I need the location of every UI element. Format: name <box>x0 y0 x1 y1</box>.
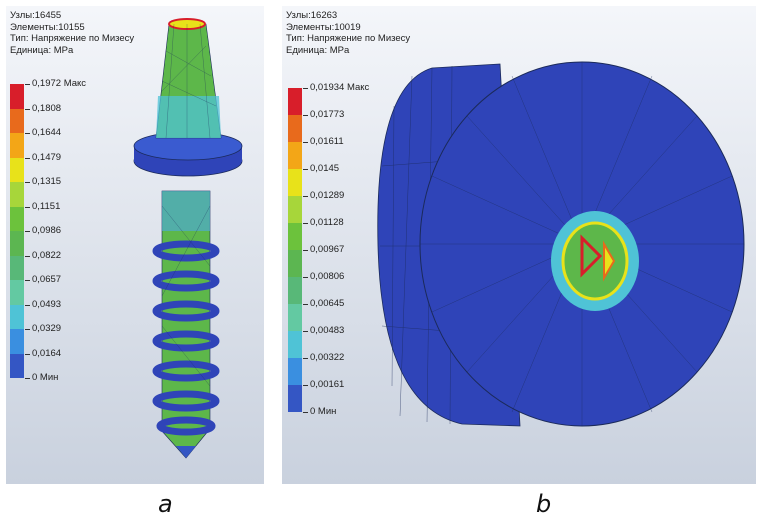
info-elements: Элементы:10019 <box>286 21 361 33</box>
scale-segment <box>288 88 302 115</box>
panel-label-a: a <box>158 490 173 518</box>
scale-segment <box>288 142 302 169</box>
scale-segment <box>288 277 302 304</box>
scale-segment <box>10 353 24 378</box>
socket-hex-stress <box>580 234 603 278</box>
scale-segment <box>10 157 24 182</box>
legend-tick-label: 0,00806 <box>302 271 345 282</box>
info-nodes: Узлы:16455 <box>10 10 62 21</box>
info-type: Тип: Напряжение по Мизесу <box>10 33 135 45</box>
legend-tick-label: 0,00645 <box>302 298 345 309</box>
legend-tick-label: 0,00483 <box>302 325 345 336</box>
scale-segment <box>288 196 302 223</box>
info-nodes: Узлы:16263 <box>286 10 338 21</box>
viewport-panel-a[interactable]: Узлы:16455 Элементы:10155 Тип: Напряжени… <box>6 6 264 484</box>
mesh-lines <box>161 23 217 387</box>
shank-stress-zone <box>162 191 210 231</box>
head-stress-zone <box>156 96 221 138</box>
scale-segment <box>288 250 302 277</box>
scale-segment <box>10 133 24 158</box>
scale-segment <box>10 255 24 280</box>
screw-tip-end <box>176 446 196 458</box>
model-info: Узлы:16455 Элементы:10155 Тип: Напряжени… <box>10 10 134 56</box>
legend-tick-label: 0,1151 <box>24 200 61 212</box>
legend-tick-label: 0,01289 <box>302 190 345 201</box>
scale-segment <box>288 169 302 196</box>
screw-model[interactable] <box>6 6 264 484</box>
legend-tick-label: 0,00322 <box>302 352 345 363</box>
legend-tick-label: 0 Мин <box>302 406 337 417</box>
scale-segment <box>10 206 24 231</box>
scale-segment <box>288 304 302 331</box>
socket-inner <box>603 240 616 282</box>
color-scale-bar <box>10 84 24 378</box>
legend-tick-label: 0,0329 <box>24 323 62 334</box>
scale-segment <box>288 358 302 385</box>
scale-segment <box>288 223 302 250</box>
legend-tick-label: 0,01773 <box>302 109 345 120</box>
scale-segment <box>10 182 24 207</box>
scale-segment <box>10 84 24 109</box>
legend-tick-label: 0,0657 <box>24 274 62 285</box>
legend-tick-label: 0,0493 <box>24 298 62 310</box>
legend-tick-label: 0,1644 <box>24 127 62 138</box>
scale-segment <box>10 304 24 329</box>
legend-tick-label: 0,00967 <box>302 244 345 255</box>
legend-tick-label: 0,00161 <box>302 379 345 390</box>
legend-tick-label: 0,01934 Макс <box>302 82 370 93</box>
legend-tick-label: 0,0164 <box>24 347 62 359</box>
legend-tick-label: 0,1972 Макс <box>24 78 87 89</box>
legend-tick-label: 0,0145 <box>302 163 340 174</box>
scale-segment <box>10 280 24 305</box>
info-elements: Элементы:10155 <box>10 21 85 33</box>
legend-tick-label: 0,0822 <box>24 249 62 261</box>
nut-model[interactable] <box>282 6 756 484</box>
scale-segment <box>288 115 302 142</box>
legend-tick-label: 0,1808 <box>24 102 62 114</box>
color-scale-bar <box>288 88 302 412</box>
legend-tick-label: 0,01128 <box>303 217 344 228</box>
info-unit: Единица: MPa <box>286 44 350 56</box>
scale-segment <box>288 385 302 412</box>
screw-threads <box>152 240 220 436</box>
scale-segment <box>10 231 24 256</box>
info-type: Тип: Напряжение по Мизесу <box>286 33 411 45</box>
legend-tick-label: 0,01611 <box>303 136 344 147</box>
scale-segment <box>288 331 302 358</box>
scale-segment <box>10 329 24 354</box>
panel-label-b: b <box>536 490 552 518</box>
model-info: Узлы:16263 Элементы:10019 Тип: Напряжени… <box>286 10 410 56</box>
legend-tick-label: 0,1479 <box>24 151 62 163</box>
legend-tick-label: 0,1315 <box>24 176 62 187</box>
scale-segment <box>10 108 24 133</box>
info-unit: Единица: MPa <box>10 44 74 56</box>
legend-tick-label: 0 Мин <box>24 372 59 383</box>
legend-tick-label: 0,0986 <box>24 225 62 236</box>
viewport-panel-b[interactable]: Узлы:16263 Элементы:10019 Тип: Напряжени… <box>282 6 756 484</box>
